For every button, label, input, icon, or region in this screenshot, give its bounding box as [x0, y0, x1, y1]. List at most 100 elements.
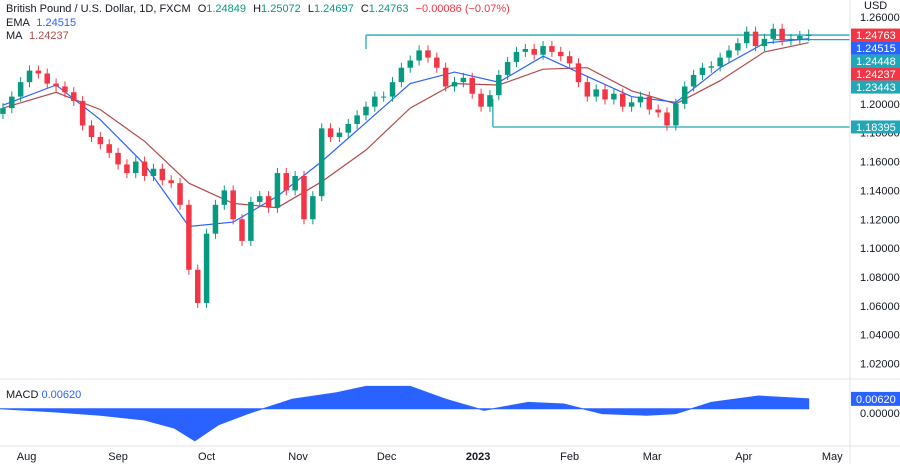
candle-body [690, 74, 697, 87]
candle-body [779, 28, 785, 41]
candle-body [230, 190, 236, 220]
candle-body [469, 77, 475, 94]
candle-body [434, 57, 440, 68]
candle-body [619, 93, 626, 107]
candle-body [141, 161, 148, 176]
candle-body [717, 57, 723, 67]
candle-body [310, 196, 316, 220]
low-value: 1.24697 [313, 3, 354, 15]
candle-body [292, 175, 298, 191]
candle-body [380, 96, 387, 98]
price-label-support-badge [851, 120, 900, 134]
candle-body [628, 102, 635, 107]
macd-legend[interactable]: MACD 0.00620 [6, 389, 81, 401]
y-tick-label: 1.16000 [860, 157, 900, 169]
candle-body [26, 70, 33, 83]
candle-body [301, 175, 307, 220]
price-label-ma: 1.24237 [856, 69, 896, 81]
candle-body [699, 67, 706, 75]
candle-body [566, 56, 573, 64]
macd-zero-label: 0.00000 [860, 408, 900, 420]
candle-body [805, 34, 812, 36]
ma-value: 1.24237 [28, 30, 69, 42]
candle-body [504, 61, 511, 75]
candle-body [318, 128, 325, 197]
ema-label: EMA [6, 17, 30, 29]
candle-body [71, 92, 77, 101]
candle-body [637, 96, 644, 103]
candle-body [203, 233, 210, 303]
candle-body [593, 89, 599, 97]
candle-body [575, 63, 582, 83]
price-label-low-badge [851, 80, 900, 94]
candle-body [797, 35, 803, 39]
candle-body [761, 38, 768, 47]
candle-body [602, 89, 608, 100]
price-label-ema: 1.24515 [856, 43, 896, 55]
candle-body [416, 50, 422, 61]
candle-body [673, 103, 679, 126]
candle-body [124, 164, 130, 174]
candle-body [106, 144, 112, 153]
candle-body [451, 82, 458, 87]
candle-body [398, 67, 405, 83]
price-label-close-badge [851, 28, 900, 42]
candle-body [354, 115, 360, 125]
candle-body [274, 173, 281, 208]
candle-body [655, 109, 661, 113]
x-tick-label: Mar [643, 451, 662, 463]
ma-legend[interactable]: MA 1.24237 [6, 30, 69, 42]
price-label-mid-badge [851, 54, 900, 68]
macd-value: 0.00620 [41, 389, 82, 401]
candle-body [186, 204, 192, 270]
ema-line [2, 38, 809, 228]
candle-body [708, 66, 715, 68]
price-label-mid: 1.24448 [856, 56, 896, 68]
ma-line [2, 42, 809, 209]
candle-body [327, 128, 334, 137]
macd-value-label: 0.00620 [856, 394, 896, 406]
candle-body [407, 60, 413, 68]
candle-body [735, 43, 741, 51]
candle-body [531, 48, 537, 55]
candle-body [212, 204, 219, 234]
candle-body [788, 38, 794, 41]
candle-body [62, 86, 68, 93]
candle-body [159, 168, 166, 181]
candle-body [487, 95, 493, 107]
ema-legend[interactable]: EMA 1.24515 [6, 17, 76, 29]
candle-body [336, 132, 343, 137]
candle-body [389, 82, 396, 97]
high-value: 1.25072 [261, 3, 301, 15]
y-tick-label: 1.26000 [860, 12, 900, 24]
currency-label: USD [864, 0, 887, 12]
y-tick-label: 1.04000 [860, 330, 900, 342]
candle-body [770, 28, 777, 39]
candle-body [9, 96, 15, 109]
chart-title-legend: British Pound / U.S. Dollar, 1D, FXCM O1… [6, 3, 510, 15]
x-tick-label: Dec [377, 451, 397, 463]
macd-area [0, 385, 810, 442]
price-label-ma-badge [851, 67, 900, 81]
range-lines [365, 34, 850, 128]
macd-label: MACD [6, 389, 39, 401]
open-label: O [197, 3, 207, 15]
candle-body [522, 48, 529, 52]
candle-body [681, 86, 688, 104]
candle-body [97, 136, 104, 145]
candle-body [752, 31, 759, 47]
y-tick-label: 1.10000 [860, 243, 900, 255]
candle-body [17, 82, 24, 97]
candle-body [345, 124, 352, 133]
y-tick-label: 1.14000 [860, 185, 900, 197]
candle-body [549, 46, 555, 52]
candle-body [177, 183, 183, 205]
candle-body [239, 219, 245, 241]
x-tick-label: Feb [560, 451, 579, 463]
candle-body [133, 161, 139, 174]
candle-body [496, 74, 502, 96]
candles [0, 23, 812, 309]
candle-body [513, 51, 520, 62]
